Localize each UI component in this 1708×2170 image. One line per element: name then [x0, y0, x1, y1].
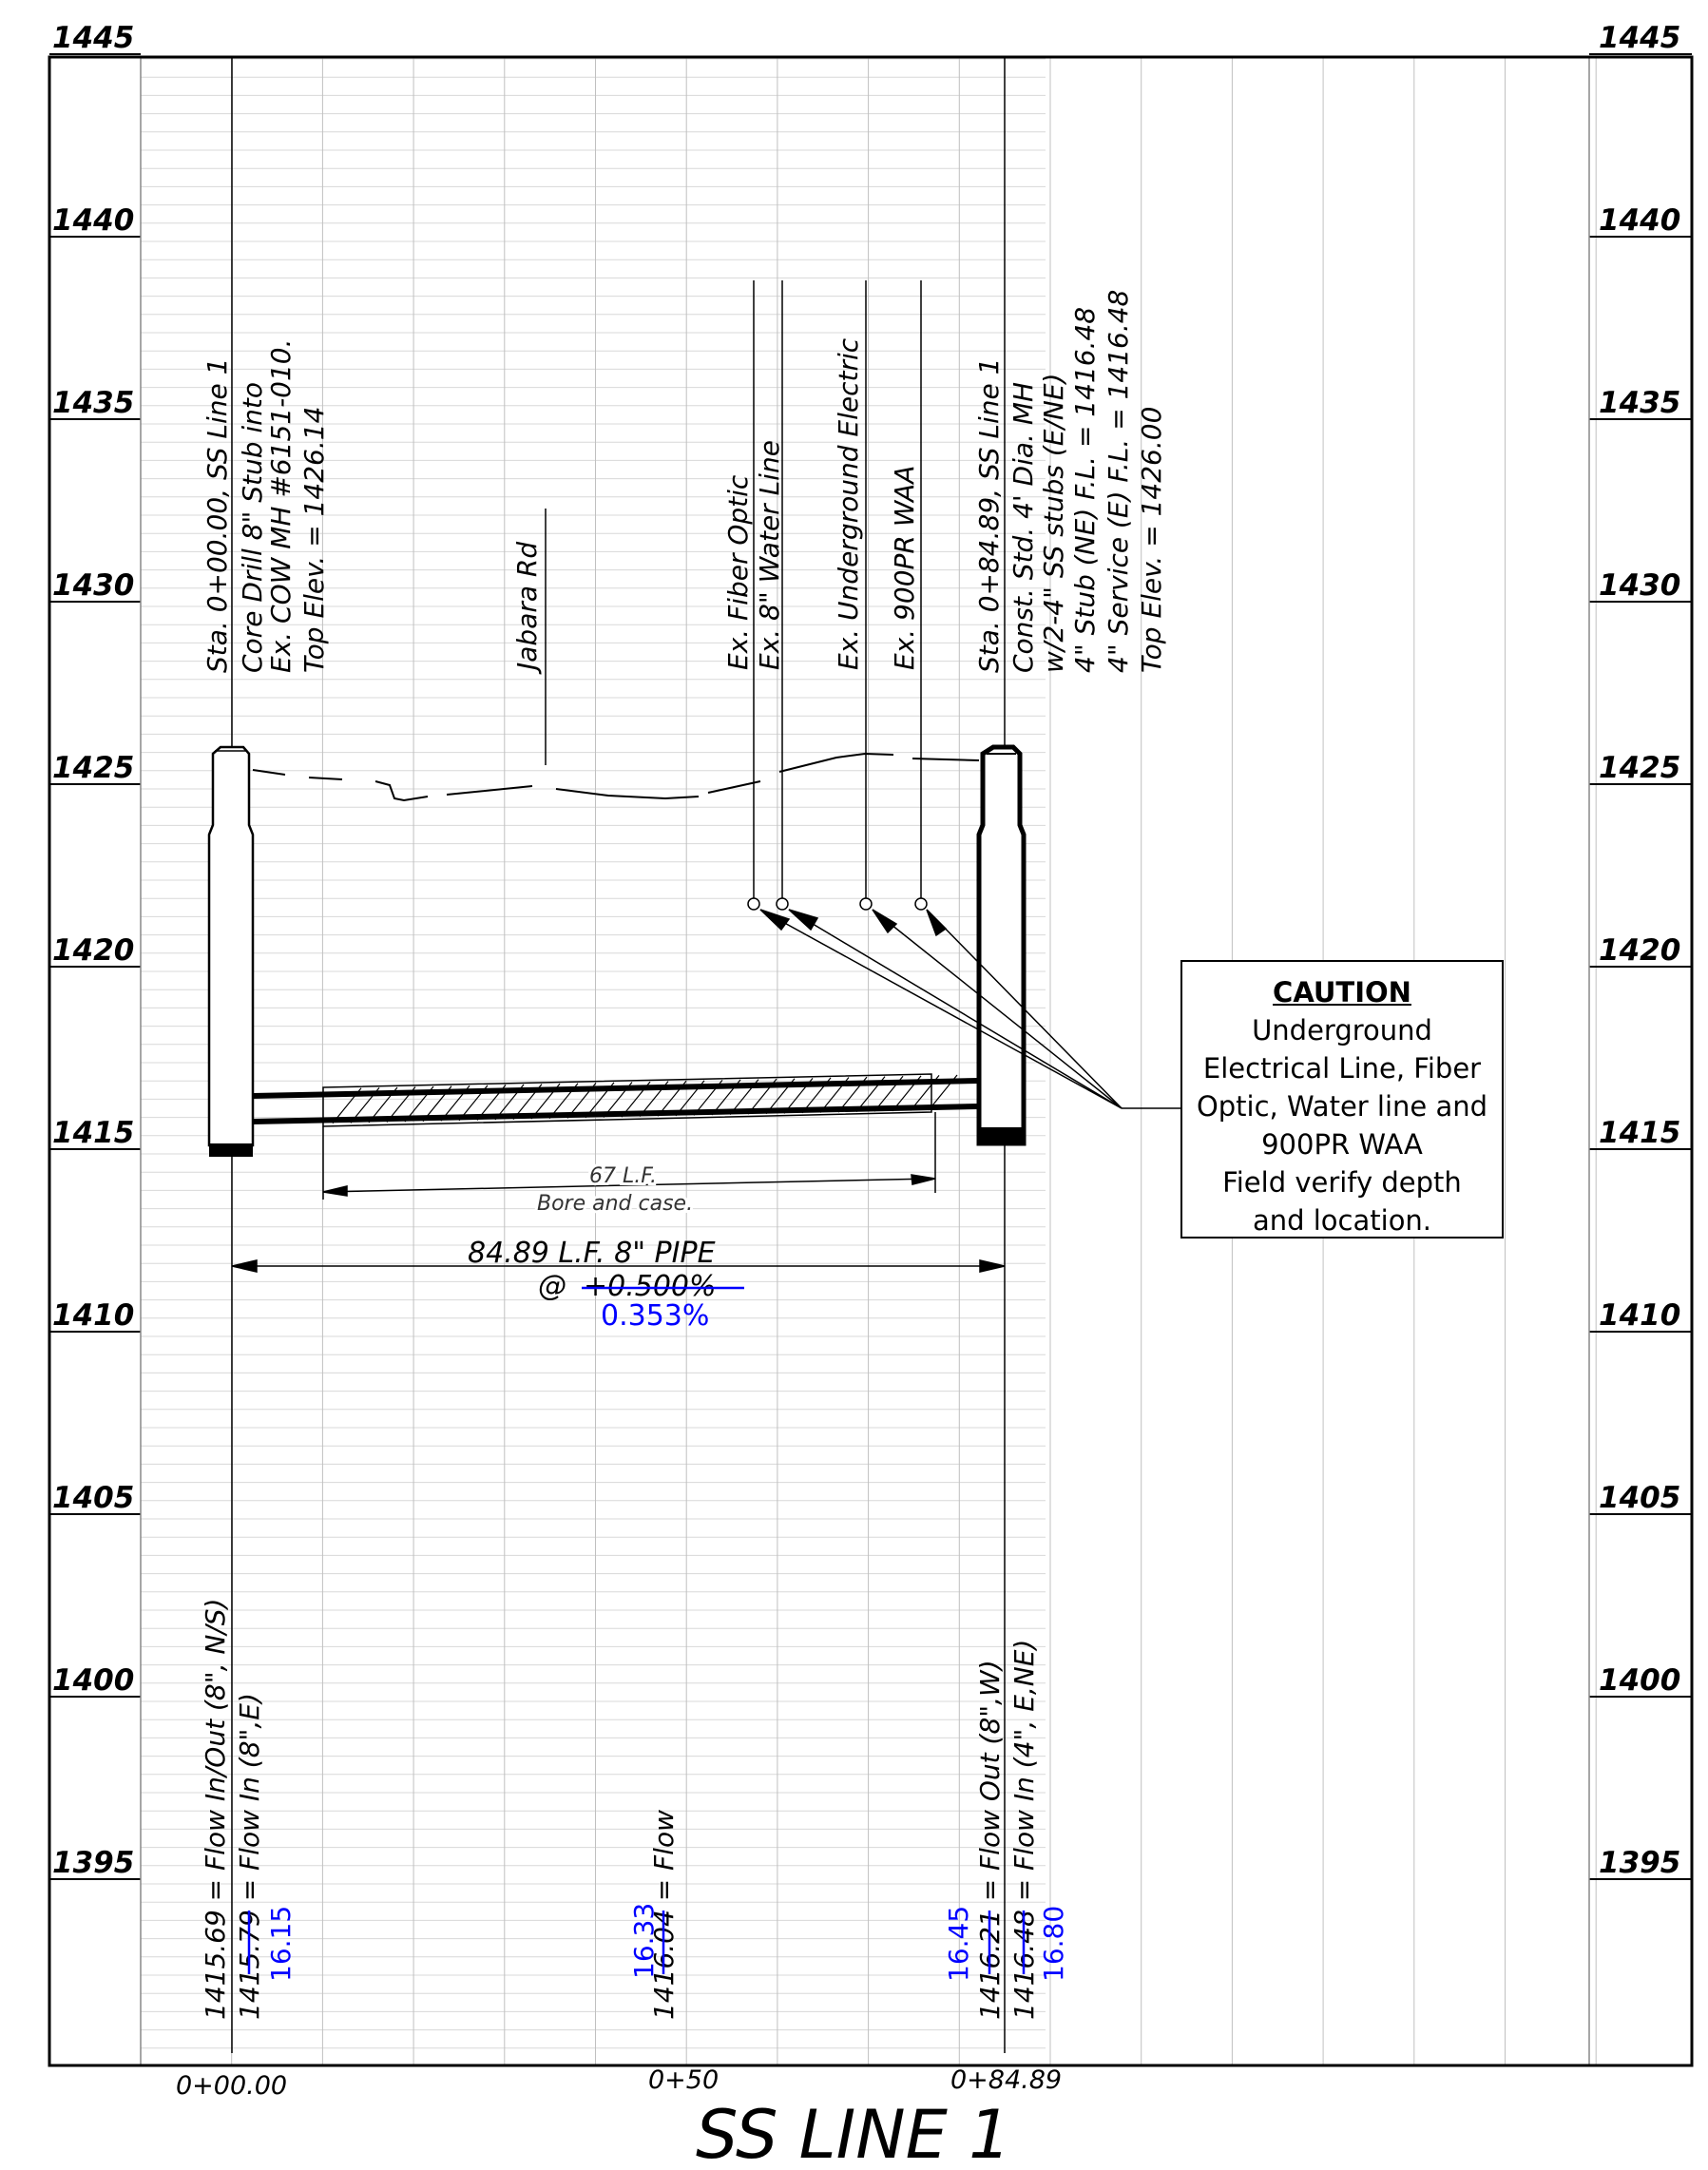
- flowline-start-2-new: 16.15: [265, 1906, 297, 1982]
- flowline-start-1: 1415.69 = Flow In/Out (8", N/S): [200, 1599, 231, 2020]
- utility-leaders: [747, 280, 1183, 1109]
- pipe-new-slope: 0.353%: [601, 1299, 709, 1333]
- sheet-border: [48, 55, 1694, 2067]
- flowline-end-2-new: 16.80: [1038, 1906, 1069, 1982]
- flowline-end-1-new: 16.45: [943, 1906, 974, 1982]
- end-manhole-notes: Sta. 0+84.89, SS Line 1 Const. Std. 4' D…: [973, 290, 1167, 673]
- station-label-start: 0+00.00: [176, 2071, 287, 2101]
- flowline-start-2: 1415.79 = Flow In (8",E): [234, 1693, 265, 2020]
- flowline-end-2-suffix: = Flow In (4", E,NE): [1008, 1640, 1040, 1911]
- elev-label: 1400: [52, 1663, 134, 1698]
- end-note-1: Sta. 0+84.89, SS Line 1: [973, 358, 1005, 673]
- drawing-title: SS LINE 1: [696, 2096, 1011, 2170]
- caution-line: Optic, Water line and: [1196, 1090, 1488, 1123]
- elev-label: 1430: [1599, 568, 1680, 603]
- bore-dimension: [322, 1112, 936, 1200]
- caution-line: Underground: [1252, 1014, 1432, 1047]
- manhole-start: [207, 745, 255, 1157]
- elevation-labels-right: 1445 1440 1435 1430 1425 1420 1415 1410 …: [1599, 21, 1680, 1880]
- elev-label: 1445: [1599, 21, 1680, 55]
- elev-label: 1425: [52, 751, 134, 785]
- elev-label: 1445: [52, 21, 134, 55]
- pipe-at-label: @: [538, 1270, 566, 1303]
- bore-method-label: Bore and case.: [537, 1192, 693, 1216]
- elev-label: 1410: [1599, 1298, 1680, 1333]
- utility-waa: Ex. 900PR WAA: [889, 466, 920, 670]
- bore-length-label: 67 L.F.: [589, 1164, 657, 1188]
- caution-title: CAUTION: [1273, 976, 1411, 1008]
- elevation-labels-left: 1445 1440 1435 1430 1425 1420 1415 1410 …: [52, 21, 134, 1880]
- flowline-start-2-prefix: 141: [234, 1969, 265, 2020]
- elev-label: 1440: [52, 203, 134, 238]
- start-note-3: Ex. COW MH #6151-010.: [265, 338, 297, 673]
- end-note-5: 4" Service (E) F.L. = 1416.48: [1103, 290, 1134, 673]
- end-note-4: 4" Stub (NE) F.L. = 1416.48: [1069, 307, 1101, 673]
- elev-label: 1420: [52, 933, 134, 968]
- flowline-labels: 1415.69 = Flow In/Out (8", N/S) 1415.79 …: [200, 1599, 1069, 2020]
- profile-grid: [49, 53, 1692, 2065]
- station-label-end: 0+84.89: [950, 2065, 1062, 2095]
- elev-label: 1405: [1599, 1481, 1680, 1515]
- end-note-3: w/2-4" SS stubs (E/NE): [1038, 374, 1069, 673]
- elev-label: 1395: [1599, 1846, 1680, 1880]
- flowline-mid-prefix: 141: [648, 1969, 680, 2020]
- sewer-pipe: [252, 1078, 980, 1124]
- road-label: Jabara Rd: [511, 542, 543, 675]
- pipe-old-slope: +0.500%: [584, 1270, 717, 1303]
- flowline-mid-new: 16.33: [628, 1903, 660, 1979]
- flowline-end-1: 1416.21 = Flow Out (8",W): [974, 1660, 1006, 2020]
- elev-label: 1440: [1599, 203, 1680, 238]
- station-label-mid: 0+50: [648, 2065, 719, 2095]
- utility-water: Ex. 8" Water Line: [754, 440, 785, 670]
- start-note-2: Core Drill 8" Stub into: [237, 382, 268, 673]
- elev-label: 1410: [52, 1298, 134, 1333]
- flowline-end-2-prefix: 141: [1008, 1969, 1040, 2020]
- elev-label: 1395: [52, 1846, 134, 1880]
- start-note-4: Top Elev. = 1426.14: [298, 407, 330, 673]
- elev-label: 1415: [1599, 1116, 1680, 1150]
- elev-label: 1435: [52, 386, 134, 420]
- pipe-length-label: 84.89 L.F. 8" PIPE: [468, 1237, 716, 1270]
- elev-label: 1415: [52, 1116, 134, 1150]
- end-note-6: Top Elev. = 1426.00: [1136, 407, 1167, 673]
- elev-label: 1420: [1599, 933, 1680, 968]
- pipe-dimension: [231, 1259, 1006, 1273]
- elev-label: 1430: [52, 568, 134, 603]
- flowline-end-1-prefix: 141: [974, 1969, 1006, 2020]
- elev-label: 1405: [52, 1481, 134, 1515]
- flowline-mid: 1416.04 = Flow: [648, 1810, 680, 2020]
- caution-line: Electrical Line, Fiber: [1202, 1052, 1482, 1085]
- caution-line: Field verify depth: [1222, 1166, 1462, 1199]
- utility-electric: Ex. Underground Electric: [833, 337, 864, 670]
- caution-box: CAUTION Underground Electrical Line, Fib…: [1180, 960, 1504, 1239]
- utility-labels: Ex. Fiber Optic Ex. 8" Water Line Ex. Un…: [722, 337, 920, 670]
- flowline-start-2-suffix: = Flow In (8",E): [234, 1693, 265, 1910]
- flowline-end-1-suffix: = Flow Out (8",W): [974, 1660, 1006, 1910]
- elev-label: 1400: [1599, 1663, 1680, 1698]
- elev-label: 1425: [1599, 751, 1680, 785]
- start-manhole-notes: Sta. 0+00.00, SS Line 1 Core Drill 8" St…: [202, 338, 330, 673]
- flowline-mid-suffix: = Flow: [648, 1810, 680, 1910]
- caution-line: 900PR WAA: [1261, 1128, 1423, 1161]
- caution-line: and location.: [1252, 1204, 1432, 1237]
- elev-label: 1435: [1599, 386, 1680, 420]
- manhole-end: [976, 744, 1027, 1146]
- end-note-2: Const. Std. 4' Dia. MH: [1008, 382, 1039, 673]
- existing-ground-line: [252, 752, 980, 802]
- flowline-end-2: 1416.48 = Flow In (4", E,NE): [1008, 1640, 1040, 2020]
- utility-fiber: Ex. Fiber Optic: [722, 474, 754, 670]
- start-note-1: Sta. 0+00.00, SS Line 1: [202, 358, 233, 673]
